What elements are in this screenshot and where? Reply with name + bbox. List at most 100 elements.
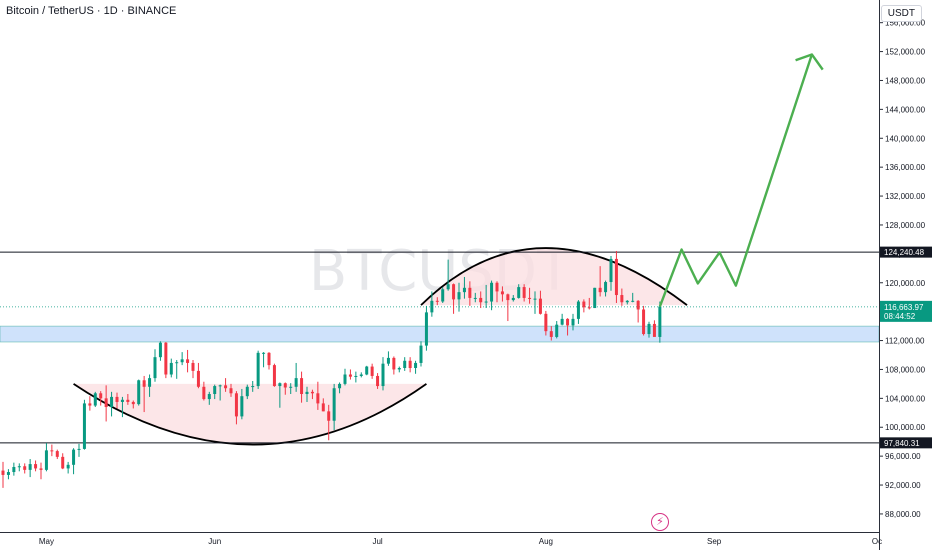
y-tick-label: 144,000.00	[885, 105, 926, 114]
support-zone	[0, 325, 880, 343]
y-tick-label: 92,000.00	[885, 481, 921, 490]
candle-body	[636, 300, 640, 310]
candle-body	[218, 385, 222, 387]
candle-body	[126, 399, 130, 402]
flash-event-icon[interactable]: ⚡	[651, 513, 669, 531]
candle-body	[224, 385, 228, 389]
candle-body	[186, 359, 190, 363]
candle-body	[196, 370, 200, 387]
candle-body	[511, 297, 515, 301]
countdown-tag: 08:44:52	[884, 312, 916, 321]
candle-body	[642, 309, 646, 335]
candle-body	[560, 318, 564, 325]
candle-body	[343, 374, 347, 384]
current-price-tag-bg	[880, 300, 932, 322]
y-tick-label: 136,000.00	[885, 163, 926, 172]
dome-arc	[420, 247, 688, 306]
candle-body	[468, 287, 472, 298]
candle-body	[549, 331, 553, 337]
candle-body	[414, 362, 418, 369]
y-tick-label: 156,000.00	[885, 19, 926, 28]
candle-body	[305, 391, 309, 395]
candle-body	[538, 298, 542, 314]
y-tick-label: 108,000.00	[885, 365, 926, 374]
candle-body	[403, 360, 407, 369]
candle-body	[55, 451, 59, 457]
candle-body	[131, 401, 135, 405]
x-tick-label: Oc	[872, 537, 882, 546]
y-tick-label: 132,000.00	[885, 192, 926, 201]
candle-body	[180, 359, 184, 363]
candle-body	[213, 386, 217, 395]
candle-body	[571, 318, 575, 326]
candle-body	[202, 386, 206, 400]
candle-body	[652, 323, 656, 337]
y-tick-label: 120,000.00	[885, 279, 926, 288]
candle-body	[544, 313, 548, 332]
candle-body	[625, 300, 629, 303]
candle-body	[424, 312, 428, 346]
x-tick-label: Jun	[208, 537, 221, 546]
candle-body	[566, 318, 570, 326]
candle-body	[115, 396, 119, 402]
candle-body	[72, 449, 76, 465]
candle-body	[609, 258, 613, 283]
candle-body	[332, 388, 336, 421]
candle-body	[408, 360, 412, 369]
candle-body	[110, 396, 114, 408]
candle-body	[392, 357, 396, 370]
candle-body	[419, 345, 423, 363]
y-tick-label: 100,000.00	[885, 423, 926, 432]
candle-body	[376, 375, 380, 387]
candle-body	[104, 398, 108, 408]
x-tick-label: Sep	[707, 537, 722, 546]
candle-body	[137, 380, 141, 405]
candle-body	[582, 301, 586, 308]
candle-body	[490, 282, 494, 302]
candle-body	[658, 306, 662, 337]
y-tick-label: 128,000.00	[885, 221, 926, 230]
candle-body	[289, 386, 293, 388]
candle-body	[587, 307, 591, 309]
candle-body	[34, 464, 38, 469]
y-tick-label: 112,000.00	[885, 337, 925, 346]
candle-body	[555, 324, 559, 337]
candle-body	[164, 342, 168, 375]
candle-body	[576, 301, 580, 319]
symbol-title[interactable]: Bitcoin / TetherUS · 1D · BINANCE	[6, 5, 177, 17]
candle-body	[598, 287, 602, 293]
candle-body	[245, 386, 249, 397]
candle-body	[528, 297, 532, 299]
candle-body	[148, 378, 152, 387]
candle-body	[93, 393, 97, 406]
candle-body	[500, 291, 504, 295]
x-tick-label: May	[39, 537, 54, 546]
candle-body	[169, 362, 173, 375]
candle-body	[17, 466, 21, 468]
candle-body	[272, 365, 276, 387]
candle-body	[430, 300, 434, 313]
candle-body	[234, 393, 238, 417]
candle-body	[240, 396, 244, 417]
y-tick-label: 88,000.00	[885, 510, 921, 519]
candle-body	[495, 282, 499, 292]
currency-button[interactable]: USDT	[880, 5, 922, 22]
projection-path	[658, 54, 813, 308]
candle-body	[479, 297, 483, 303]
x-tick-label: Jul	[372, 537, 382, 546]
candle-body	[506, 294, 510, 301]
candle-body	[631, 300, 635, 302]
candle-body	[321, 403, 325, 412]
candle-body	[28, 464, 32, 470]
candle-body	[12, 466, 16, 473]
candle-body	[381, 363, 385, 387]
candle-body	[647, 323, 651, 335]
candle-body	[441, 289, 445, 302]
y-tick-label: 140,000.00	[885, 134, 926, 143]
candle-body	[278, 383, 282, 387]
candle-body	[522, 287, 526, 298]
candle-body	[66, 464, 70, 469]
candle-body	[294, 378, 298, 387]
